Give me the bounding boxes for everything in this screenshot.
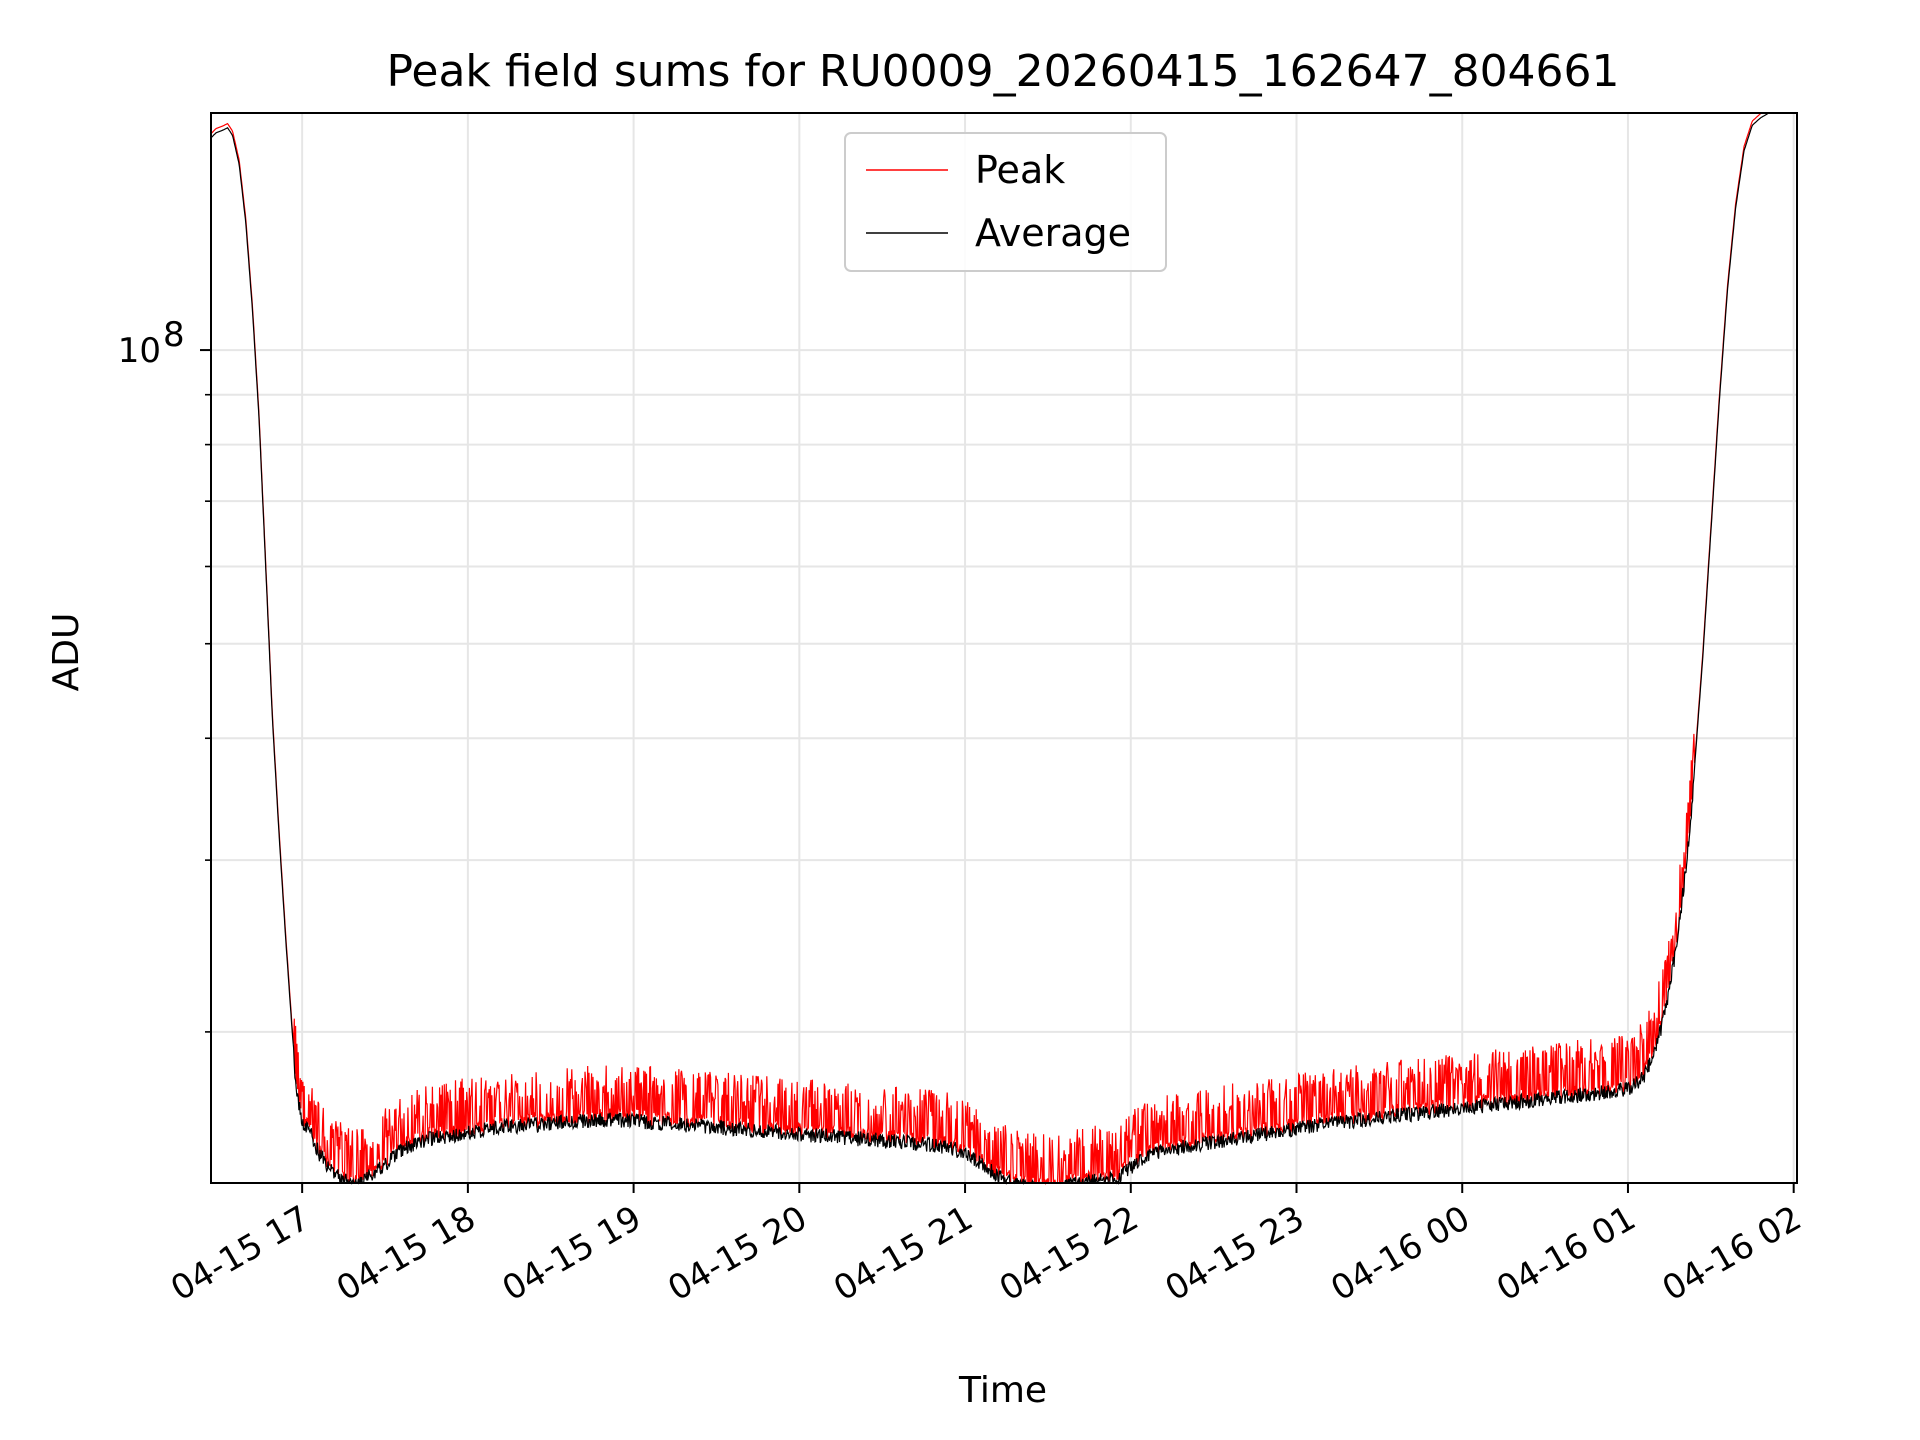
axes-frame <box>210 112 1798 1184</box>
chart-title: Peak field sums for RU0009_20260415_1626… <box>386 46 1619 97</box>
grid <box>211 113 1797 1183</box>
x-axis-label: Time <box>958 1370 1047 1411</box>
legend-box <box>844 132 1167 272</box>
legend: Peak Average <box>844 132 1167 272</box>
legend-average-label: Average <box>975 211 1131 255</box>
legend-peak-label: Peak <box>975 148 1065 192</box>
y-axis-label: ADU <box>46 613 87 692</box>
y-tick-label-exponent: 8 <box>163 315 185 355</box>
y-tick-label: 10 <box>118 331 161 371</box>
